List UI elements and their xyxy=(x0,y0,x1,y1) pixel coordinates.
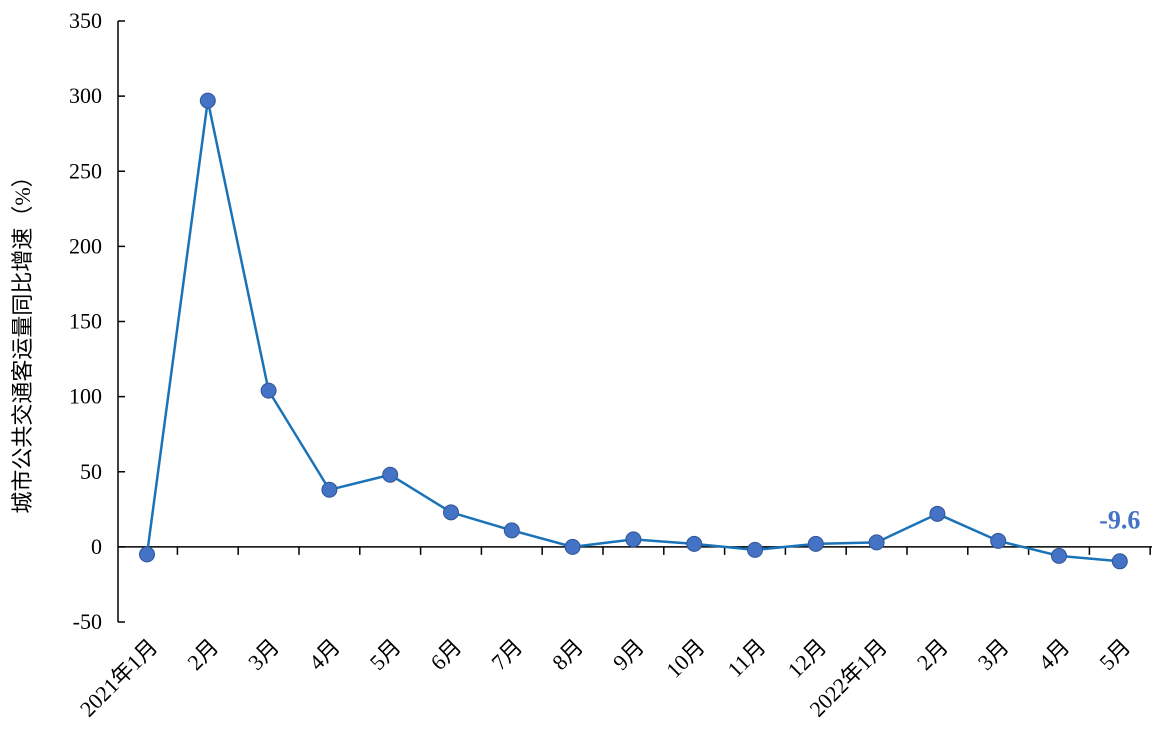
series-line xyxy=(145,99,1120,563)
data-point xyxy=(868,534,885,551)
series-group xyxy=(139,92,1128,570)
x-tick-label: 9月 xyxy=(608,634,649,675)
x-tick-label: 2月 xyxy=(182,634,223,675)
data-point xyxy=(686,535,703,552)
y-tick-label: -50 xyxy=(73,609,102,634)
y-tick-label: 150 xyxy=(69,309,102,334)
data-point xyxy=(503,522,520,539)
data-point xyxy=(199,92,216,109)
x-tick-label: 11月 xyxy=(722,634,770,682)
data-point xyxy=(1111,553,1128,570)
y-tick-label: 50 xyxy=(80,459,102,484)
data-point xyxy=(747,541,763,558)
x-tick-label: 2月 xyxy=(912,634,953,675)
data-point xyxy=(929,505,946,522)
y-tick-label: 0 xyxy=(91,534,102,559)
y-tick-label: 200 xyxy=(69,233,102,258)
data-point xyxy=(807,535,824,552)
data-point xyxy=(564,538,581,555)
data-point xyxy=(321,481,338,498)
data-label: -9.6 xyxy=(1099,505,1140,534)
x-tick-label: 3月 xyxy=(243,634,284,675)
x-tick-label: 3月 xyxy=(973,634,1014,675)
data-point xyxy=(260,382,277,399)
y-tick-label: 350 xyxy=(69,8,102,33)
data-point xyxy=(1051,547,1067,564)
y-tick-label: 300 xyxy=(69,83,102,108)
y-axis: -50 0 50 100 150 200 250 300 350 xyxy=(69,8,125,634)
x-tick-label: 7月 xyxy=(486,634,527,675)
x-tick-label: 5月 xyxy=(365,634,406,675)
x-tick-label: 12月 xyxy=(783,634,832,683)
data-point xyxy=(625,531,642,548)
y-tick-label: 100 xyxy=(69,384,102,409)
x-tick-label: 10月 xyxy=(661,634,710,683)
x-tick-label: 2021年1月 xyxy=(75,634,163,722)
y-axis-label: 城市公共交通客运量同比增速（%） xyxy=(10,165,35,513)
x-tick-label: 4月 xyxy=(1034,634,1075,675)
data-point xyxy=(382,466,399,483)
y-tick-label: 250 xyxy=(69,158,102,183)
annotations: -9.6 xyxy=(1099,505,1140,534)
data-point xyxy=(990,532,1007,549)
x-tick-label: 5月 xyxy=(1094,634,1135,675)
data-point xyxy=(443,504,459,521)
x-tick-label: 6月 xyxy=(426,634,467,675)
data-point xyxy=(139,546,155,563)
x-tick-label: 8月 xyxy=(547,634,588,675)
x-tick-label: 4月 xyxy=(304,634,345,675)
